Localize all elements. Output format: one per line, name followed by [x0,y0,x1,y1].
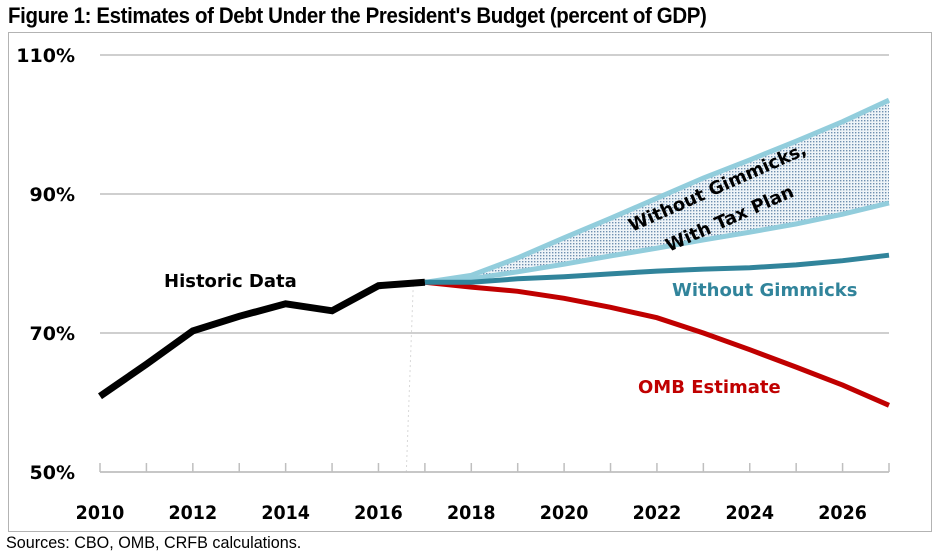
source-note: Sources: CBO, OMB, CRFB calculations. [6,533,302,552]
y-tick-label: 90% [30,184,75,206]
chart-frame [8,32,932,532]
x-tick-label: 2012 [169,502,218,524]
x-tick-label: 2020 [540,502,589,524]
x-tick-label: 2024 [725,502,774,524]
x-tick-label: 2026 [818,502,867,524]
x-tick-label: 2010 [76,502,125,524]
historic-data-line [98,278,426,400]
x-tick-label: 2014 [261,502,310,524]
tax-plan-band [424,100,889,283]
x-tick-label: 2018 [447,502,496,524]
annotation-without-gimmicks: Without Gimmicks [672,280,857,301]
y-tick-label: 110% [16,45,75,67]
chart-title: Figure 1: Estimates of Debt Under the Pr… [8,3,707,28]
annotation-historic-data: Historic Data [164,271,297,292]
annotation-omb-estimate: OMB Estimate [638,377,781,398]
x-tick-label: 2022 [633,502,682,524]
projection-divider [405,284,414,473]
y-tick-label: 50% [30,462,75,484]
y-tick-label: 70% [30,323,75,345]
x-tick-label: 2016 [354,502,403,524]
